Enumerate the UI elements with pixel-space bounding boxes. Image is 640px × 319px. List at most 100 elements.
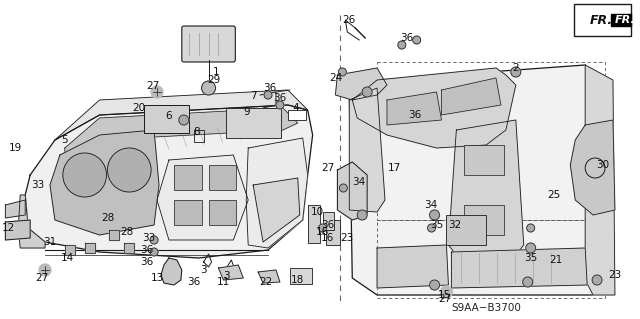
Text: 21: 21 [549,255,562,265]
Circle shape [39,264,51,276]
Text: 22: 22 [259,277,273,287]
FancyBboxPatch shape [574,4,631,36]
Text: 33: 33 [143,233,156,243]
Circle shape [429,280,440,290]
Circle shape [339,184,348,192]
Bar [209,165,236,190]
Text: FR.: FR. [615,15,636,25]
Polygon shape [50,130,159,235]
Bar [323,212,335,230]
Circle shape [179,115,189,125]
Text: 28: 28 [121,227,134,237]
Circle shape [440,286,452,298]
Text: 34: 34 [424,200,437,210]
Text: 36: 36 [141,245,154,255]
Polygon shape [387,92,442,125]
Polygon shape [253,178,300,242]
Text: 27: 27 [147,81,160,91]
Text: 36: 36 [273,93,287,103]
Circle shape [362,87,372,97]
Circle shape [63,153,106,197]
Circle shape [150,248,158,256]
Bar [308,205,319,243]
Polygon shape [109,230,120,240]
Text: 9: 9 [243,107,250,117]
Text: 3: 3 [223,271,230,281]
Circle shape [592,275,602,285]
Polygon shape [349,65,613,295]
Polygon shape [611,14,631,26]
Text: 36: 36 [264,83,276,93]
Polygon shape [585,65,615,295]
Text: 35: 35 [430,220,443,230]
Polygon shape [570,120,615,215]
Text: FR.: FR. [590,13,613,26]
Text: 5: 5 [61,135,68,145]
Text: 24: 24 [329,73,342,83]
Text: 13: 13 [150,273,164,283]
Text: 33: 33 [31,180,45,190]
Text: 11: 11 [217,277,230,287]
Polygon shape [65,108,298,165]
FancyBboxPatch shape [182,26,236,62]
Text: 34: 34 [353,177,366,187]
Bar [447,215,486,245]
Text: 19: 19 [9,143,22,153]
Bar [209,200,236,225]
Circle shape [525,243,536,253]
Polygon shape [5,220,30,240]
Polygon shape [352,68,516,148]
Text: 35: 35 [524,253,538,263]
Bar [144,105,189,133]
Circle shape [511,67,521,77]
Text: 25: 25 [547,190,560,200]
Text: 30: 30 [596,160,609,170]
Bar [464,205,504,235]
Polygon shape [157,155,248,240]
Text: 27: 27 [438,294,451,304]
Polygon shape [451,248,587,288]
Text: 36: 36 [187,277,200,287]
Text: 27: 27 [35,273,49,283]
Bar [174,200,202,225]
Text: 2: 2 [513,63,519,73]
Text: 32: 32 [448,220,461,230]
Polygon shape [124,243,134,253]
Text: S9AA−B3700: S9AA−B3700 [451,303,521,313]
Circle shape [357,210,367,220]
Polygon shape [442,78,501,115]
Text: 26: 26 [342,15,356,25]
Text: 8: 8 [193,127,200,137]
Text: 36: 36 [400,33,413,43]
Circle shape [150,236,158,244]
Text: 3: 3 [200,265,207,275]
Polygon shape [84,243,95,253]
Circle shape [523,277,532,287]
Text: 7: 7 [250,91,257,101]
Polygon shape [349,88,385,212]
Circle shape [585,158,605,178]
Bar [174,165,202,190]
Bar [227,108,281,138]
Circle shape [276,101,284,109]
Text: 36: 36 [408,110,421,120]
Bar [464,145,504,175]
Text: 36: 36 [141,257,154,267]
Text: 27: 27 [321,163,334,173]
Text: 16: 16 [316,227,329,237]
Text: 20: 20 [132,103,146,113]
Text: 36: 36 [321,220,334,230]
Polygon shape [449,120,524,255]
Text: 18: 18 [291,275,305,285]
Polygon shape [55,90,308,140]
Circle shape [398,41,406,49]
Polygon shape [377,245,449,288]
Polygon shape [218,265,243,280]
Bar [290,268,312,284]
Text: 23: 23 [608,270,621,280]
Text: 15: 15 [438,290,451,300]
Bar [326,220,340,245]
Circle shape [264,91,272,99]
Text: 6: 6 [166,111,172,121]
Polygon shape [5,200,25,218]
